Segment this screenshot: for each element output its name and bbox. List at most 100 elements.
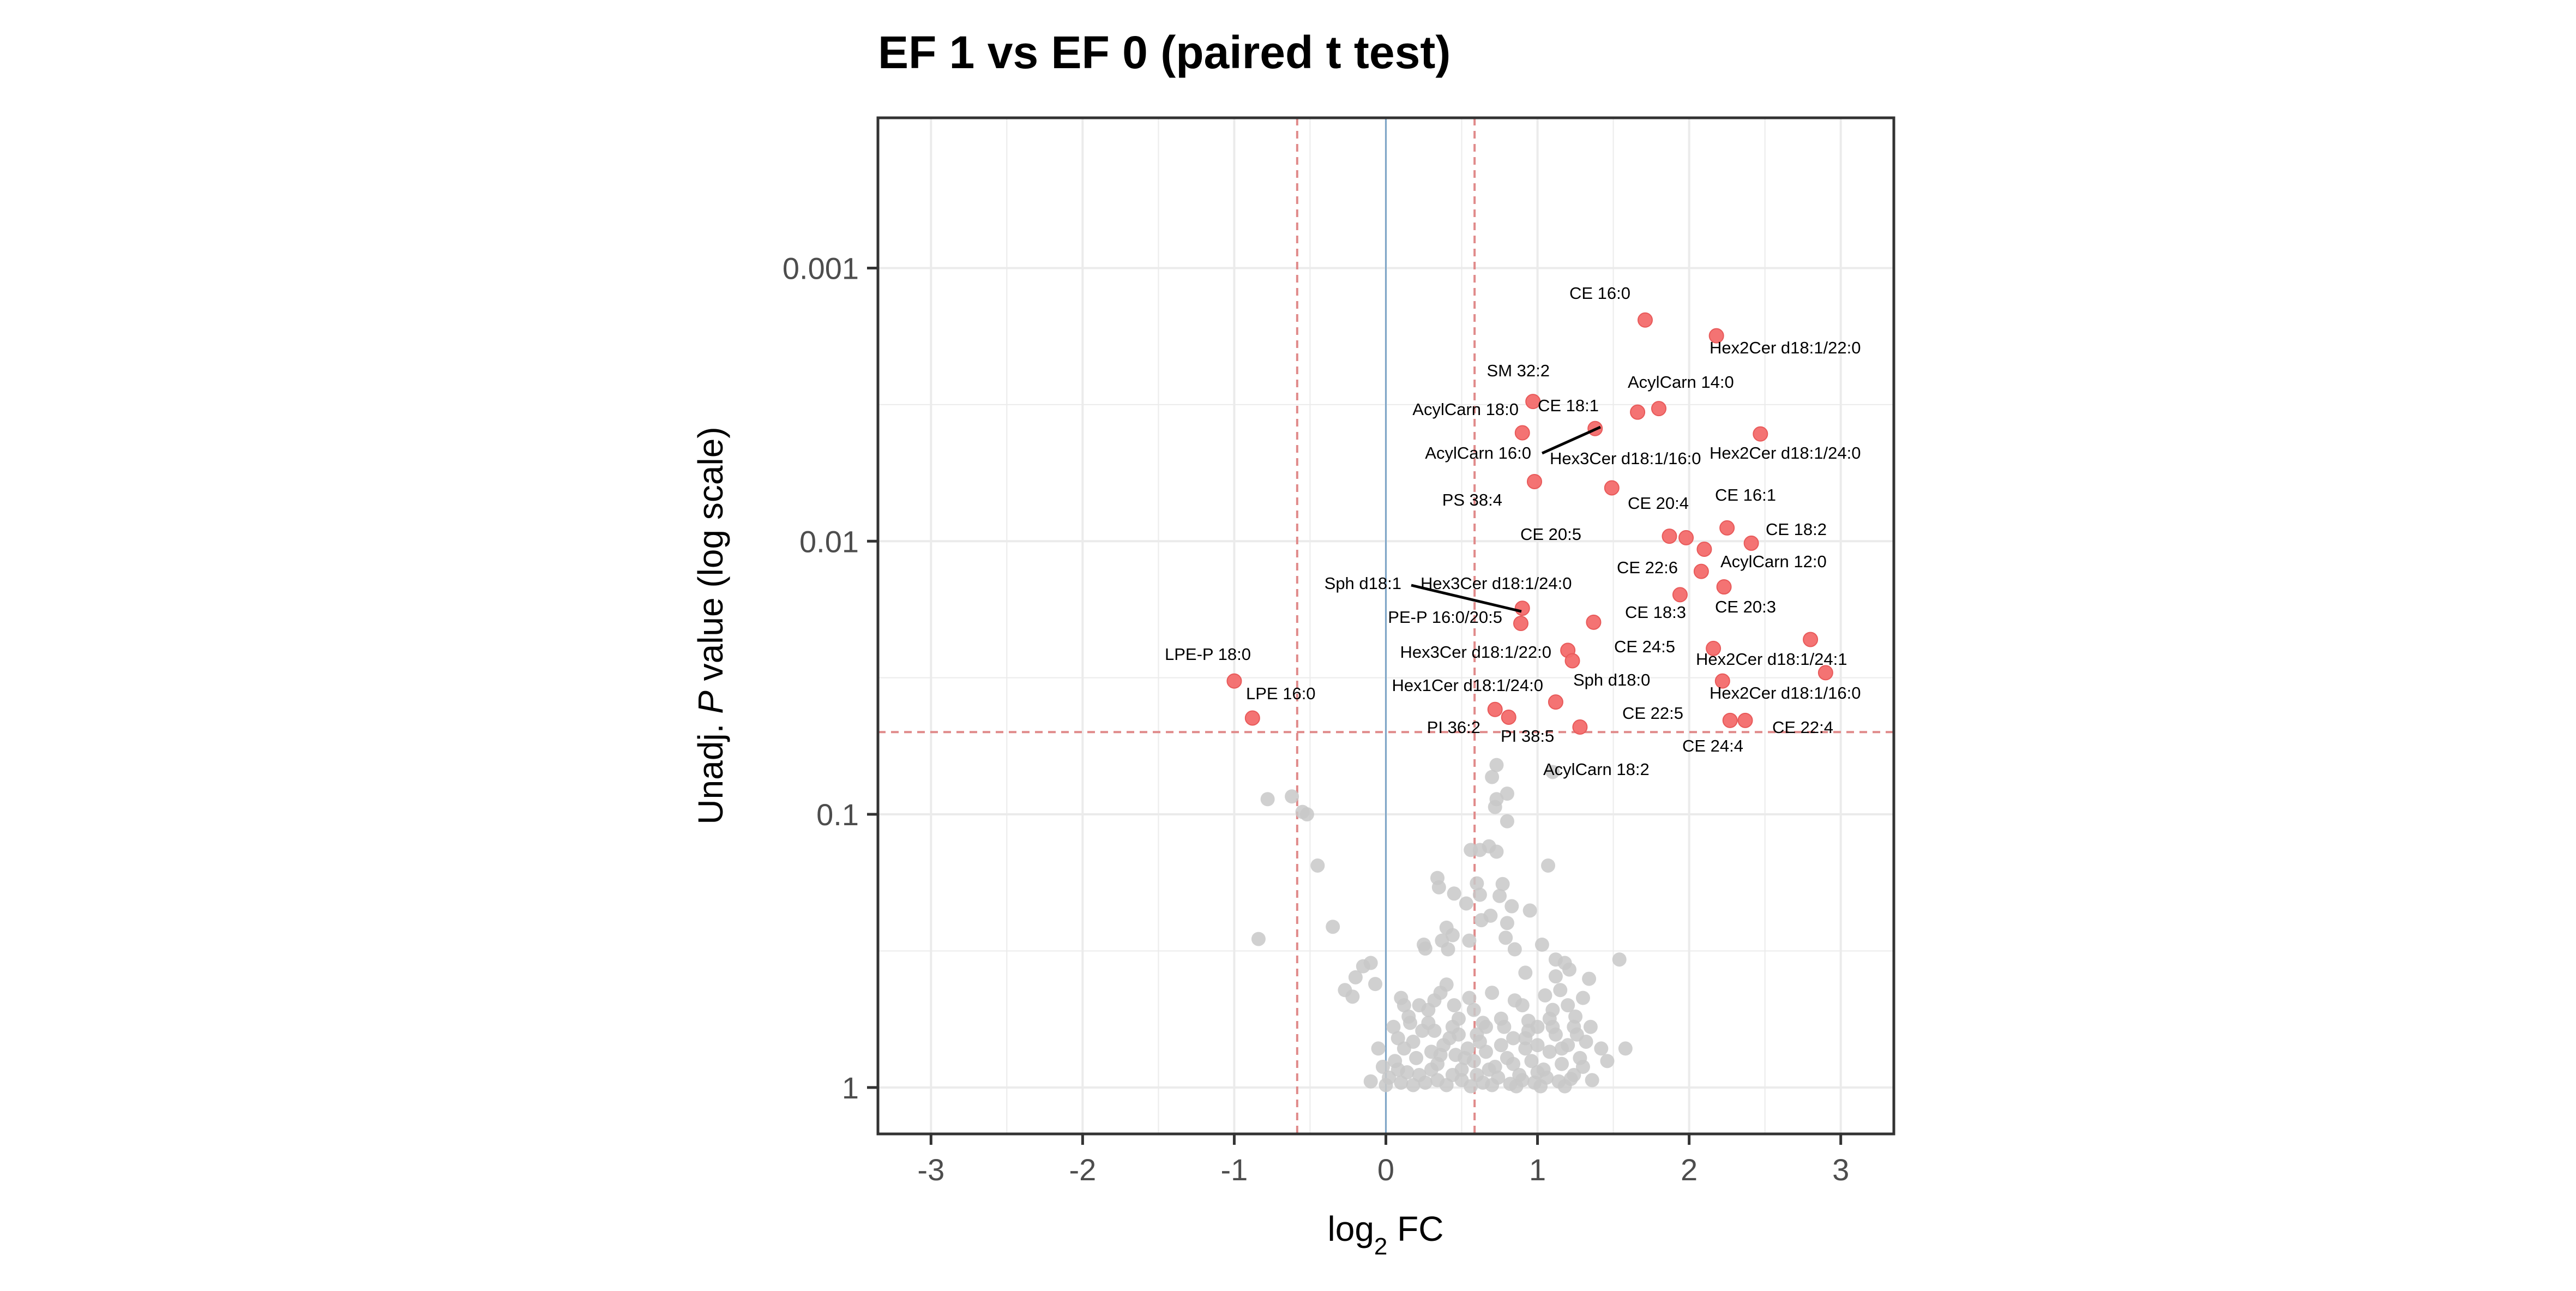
nonsignificant-point: [1394, 1075, 1409, 1090]
point-label-hex3cer-d18-1-24-0: Hex3Cer d18:1/24:0: [1421, 574, 1572, 593]
nonsignificant-point: [1515, 998, 1530, 1013]
point-label-ce-18-3: CE 18:3: [1625, 603, 1686, 622]
significant-points: [1226, 312, 1833, 735]
x-tick-label: 0: [1377, 1152, 1394, 1187]
nonsignificant-point: [1530, 1038, 1545, 1053]
nonsignificant-point: [1618, 1041, 1633, 1056]
nonsignificant-point: [1397, 998, 1411, 1013]
nonsignificant-point: [1506, 1031, 1521, 1046]
nonsignificant-point: [1485, 986, 1500, 1000]
nonsignificant-point: [1299, 807, 1314, 822]
significant-point-lpe-p-18-0: [1226, 673, 1242, 689]
point-label-ce-24-4: CE 24:4: [1682, 736, 1743, 755]
nonsignificant-point: [1418, 941, 1433, 956]
nonsignificant-point: [1424, 1062, 1439, 1077]
y-axis-title-italic: P: [691, 690, 730, 714]
point-label-ce-18-1: CE 18:1: [1538, 396, 1599, 415]
nonsignificant-point: [1368, 977, 1383, 992]
nonsignificant-point: [1489, 758, 1504, 772]
nonsignificant-point: [1375, 1059, 1390, 1074]
nonsignificant-point: [1409, 1050, 1424, 1065]
significant-point-ce-24-4: [1722, 712, 1738, 728]
y-axis-title: Unadj. P value (log scale): [691, 427, 730, 824]
point-label-hex2cer-d18-1-22-0: Hex2Cer d18:1/22:0: [1710, 338, 1861, 357]
nonsignificant-point: [1518, 1041, 1533, 1056]
nonsignificant-point: [1594, 1041, 1609, 1056]
nonsignificant-point: [1285, 789, 1299, 804]
y-axis: 0.001 0.01 0.1 1: [783, 251, 878, 1105]
nonsignificant-points: [1251, 758, 1633, 1094]
nonsignificant-point: [1433, 1048, 1448, 1062]
point-label-hex2cer-d18-1-24-0: Hex2Cer d18:1/24:0: [1710, 443, 1861, 463]
nonsignificant-point: [1494, 1038, 1508, 1053]
chart-title: EF 1 vs EF 0 (paired t test): [878, 27, 1450, 78]
x-tick-label: 1: [1529, 1152, 1546, 1187]
connector-sph-d18-1: [1411, 584, 1522, 613]
point-label-hex2cer-d18-1-24-1: Hex2Cer d18:1/24:1: [1696, 650, 1847, 669]
reference-lines: [878, 118, 1894, 1134]
significant-point-ce-18-3: [1586, 614, 1602, 630]
significant-point-ce-20-4: [1678, 530, 1694, 545]
point-label-ps-38-4: PS 38:4: [1442, 490, 1502, 509]
nonsignificant-point: [1542, 1044, 1557, 1059]
nonsignificant-point: [1489, 844, 1504, 859]
nonsignificant-point: [1348, 970, 1363, 984]
nonsignificant-point: [1548, 969, 1563, 984]
nonsignificant-point: [1563, 1072, 1578, 1086]
nonsignificant-point: [1506, 1056, 1521, 1071]
y-tick-label: 0.1: [816, 797, 859, 832]
significant-point-ps-38-4: [1526, 473, 1542, 489]
point-label-hex1cer-d18-1-24-0: Hex1Cer d18:1/24:0: [1392, 676, 1543, 695]
nonsignificant-point: [1470, 876, 1484, 891]
point-label-hex2cer-d18-1-16-0: Hex2Cer d18:1/16:0: [1710, 683, 1861, 702]
nonsignificant-point: [1459, 896, 1473, 911]
significant-point-acylcarn-16-0: [1630, 404, 1646, 420]
significant-point-acylcarn-14-0: [1651, 401, 1667, 417]
nonsignificant-point: [1518, 1031, 1533, 1046]
point-label-ce-18-2: CE 18:2: [1766, 520, 1827, 539]
point-label-ce-22-5: CE 22:5: [1622, 704, 1683, 723]
point-label-sm-32-2: SM 32:2: [1487, 361, 1550, 380]
point-label-ce-24-5: CE 24:5: [1614, 637, 1675, 656]
y-axis-title-prefix: Unadj.: [691, 714, 730, 825]
point-label-pi-38-5: PI 38:5: [1501, 726, 1554, 746]
significant-point-ce-22-6: [1696, 541, 1712, 557]
significant-point-ce-24-5: [1706, 640, 1722, 656]
nonsignificant-point: [1567, 1019, 1581, 1034]
significant-point-ce-16-0: [1637, 312, 1653, 328]
nonsignificant-point: [1260, 792, 1275, 807]
significant-point-ce-20-5: [1662, 529, 1677, 544]
nonsignificant-point: [1470, 1027, 1484, 1042]
nonsignificant-point: [1462, 990, 1477, 1005]
nonsignificant-point: [1491, 1070, 1506, 1085]
point-label-ce-16-1: CE 16:1: [1715, 485, 1776, 505]
nonsignificant-point: [1557, 956, 1572, 970]
significant-point-sph-d18-0: [1548, 694, 1563, 710]
point-label-lpe-16-0: LPE 16:0: [1246, 684, 1316, 703]
nonsignificant-point: [1600, 1054, 1615, 1068]
nonsignificant-point: [1439, 977, 1454, 992]
x-tick-label: 2: [1681, 1152, 1698, 1187]
x-axis-title-main: log: [1328, 1209, 1374, 1248]
nonsignificant-point: [1447, 998, 1461, 1013]
y-tick-label: 1: [842, 1071, 859, 1105]
nonsignificant-point: [1530, 1065, 1545, 1080]
nonsignificant-point: [1583, 1019, 1598, 1034]
significant-point-hex2cer-d18-1-16-0: [1817, 665, 1833, 681]
significant-point-hex2cer-d18-1-24-1: [1803, 632, 1819, 647]
nonsignificant-point: [1492, 888, 1507, 903]
point-label-ce-20-4: CE 20:4: [1628, 494, 1689, 513]
nonsignificant-point: [1507, 942, 1522, 957]
nonsignificant-point: [1386, 1019, 1401, 1034]
nonsignificant-point: [1545, 765, 1560, 779]
significant-point-acylcarn-18-2: [1572, 719, 1588, 735]
point-label-ce-20-5: CE 20:5: [1520, 525, 1581, 544]
nonsignificant-point: [1522, 903, 1537, 918]
significant-point-hex2cer-d18-1-22-0: [1708, 328, 1724, 344]
nonsignificant-point: [1363, 956, 1378, 970]
nonsignificant-point: [1479, 1044, 1494, 1059]
nonsignificant-point: [1612, 952, 1627, 967]
point-label-ce-16-0: CE 16:0: [1569, 284, 1630, 303]
